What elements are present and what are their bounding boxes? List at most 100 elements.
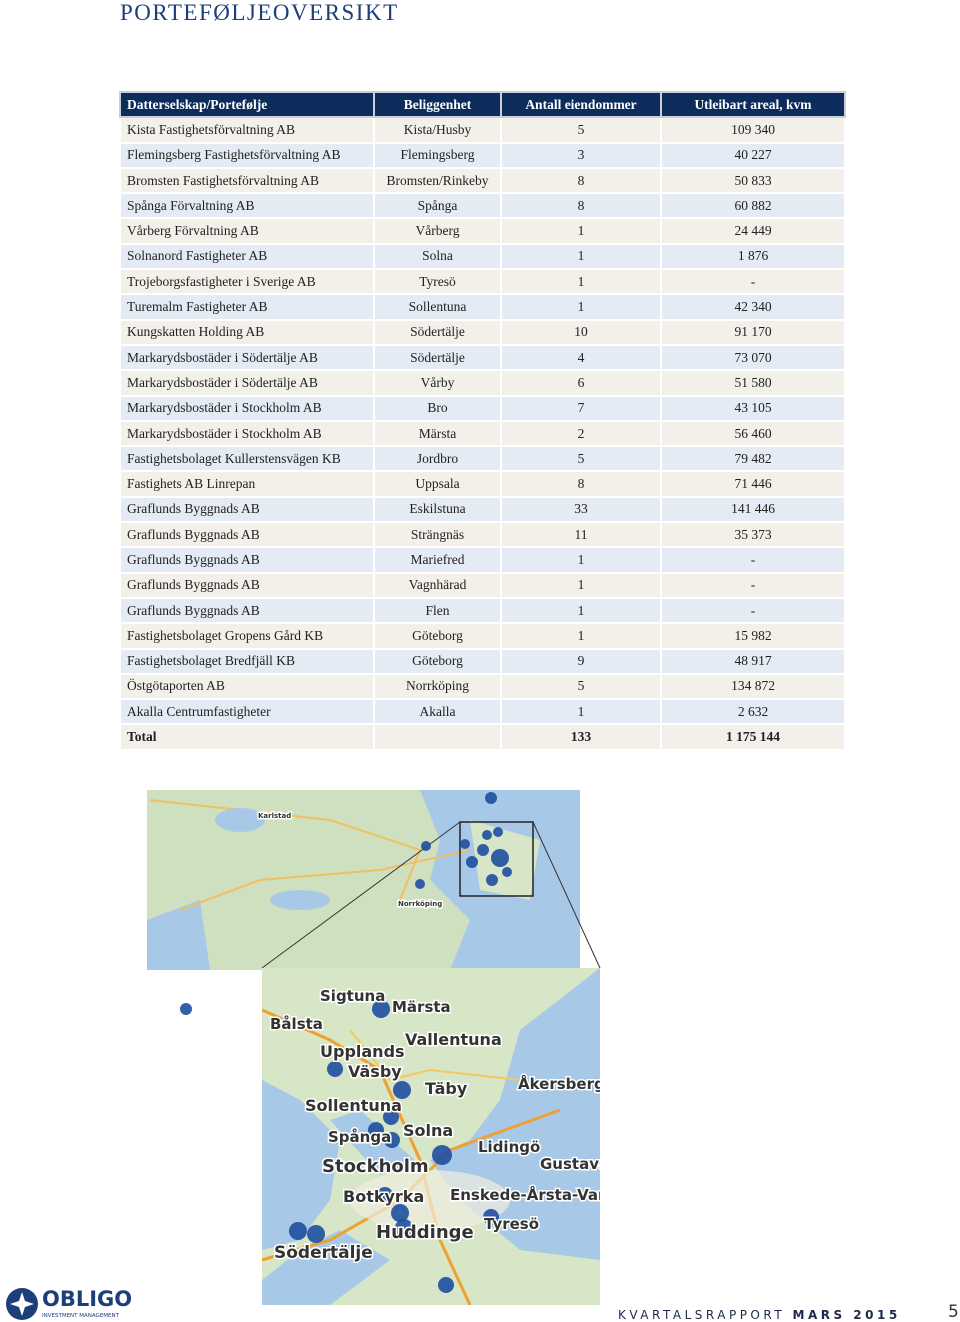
property-dot [384, 1132, 400, 1148]
map-label: Botkyrka [343, 1187, 424, 1206]
table-row: Graflunds Byggnads AB Eskilstuna 33 141 446 [119, 495, 846, 524]
column-header: Beliggenhet [373, 90, 502, 119]
table-cell: Markarydsbostäder i Södertälje AB [119, 343, 375, 372]
property-dot [502, 867, 512, 877]
table-cell: Bromsten Fastighetsförvaltning AB [119, 166, 375, 195]
table-cell: Eskilstuna [373, 495, 502, 524]
table-row: Total 133 1 175 144 [119, 723, 846, 751]
detail-map [262, 968, 600, 1305]
table-cell: 42 340 [660, 293, 846, 321]
table-row: Markarydsbostäder i Södertälje AB Södertä… [119, 343, 846, 372]
table-cell: Mariefred [373, 546, 502, 574]
table-cell: Södertälje [373, 343, 502, 372]
map-label: Täby [425, 1079, 468, 1098]
table-cell: Kista/Husby [373, 116, 502, 144]
property-dot [486, 874, 498, 886]
map-label: Vallentuna [405, 1030, 502, 1049]
map: Norrköping Göteborg Karlstad SigtunaMärs… [147, 790, 620, 1305]
property-dot [466, 856, 478, 868]
table-row: Fastighets AB Linrepan Uppsala 8 71 446 [119, 470, 846, 498]
table-cell: 79 482 [660, 445, 846, 473]
table-cell: Spånga Förvaltning AB [119, 192, 375, 220]
table-cell: - [660, 596, 846, 625]
table-row: Graflunds Byggnads AB Mariefred 1- [119, 546, 846, 574]
column-header: Antall eiendommer [500, 90, 662, 119]
table-cell: Östgötaporten AB [119, 672, 375, 701]
table-cell: Graflunds Byggnads AB [119, 546, 375, 574]
table-cell: Markarydsbostäder i Stockholm AB [119, 394, 375, 422]
property-dot [421, 841, 431, 851]
table-cell: Vårberg [373, 217, 502, 245]
property-dot [368, 1122, 384, 1138]
table-cell: Solnanord Fastigheter AB [119, 242, 375, 271]
table-cell: Tyresö [373, 268, 502, 296]
table-row: Spånga Förvaltning AB Spånga 8 60 882 [119, 192, 846, 220]
map-label: Åkersberga [518, 1074, 615, 1093]
table-cell: 71 446 [660, 470, 846, 498]
table-cell: 50 833 [660, 166, 846, 195]
table-row: Markarydsbostäder i Stockholm AB Märsta 2 5… [119, 419, 846, 448]
table-cell: 40 227 [660, 141, 846, 169]
table-cell: 134 872 [660, 672, 846, 701]
table-cell: 1 [500, 596, 662, 625]
table-cell: Markarydsbostäder i Stockholm AB [119, 419, 375, 448]
property-dot [180, 1003, 192, 1015]
footer: KVARTALSRAPPORT MARS 2015 [618, 1308, 901, 1322]
page-number: 5 [948, 1302, 959, 1322]
table-row: Kista Fastighetsförvaltning AB Kista/Husb… [119, 116, 846, 144]
map-label: Lidingö [478, 1138, 540, 1156]
table-cell: Kungskatten Holding AB [119, 318, 375, 346]
table-cell: Sollentuna [373, 293, 502, 321]
table-cell: 4 [500, 343, 662, 372]
table-cell: 35 373 [660, 521, 846, 549]
table-cell: 1 175 144 [660, 723, 846, 751]
table-cell: Akalla Centrumfastigheter [119, 698, 375, 726]
map-label: Enskede-Årsta-Vantör [450, 1185, 620, 1204]
table-cell: 9 [500, 647, 662, 675]
table-cell: 11 [500, 521, 662, 549]
table-cell: Bro [373, 394, 502, 422]
table-cell: 15 982 [660, 622, 846, 650]
table-cell: - [660, 268, 846, 296]
table-row: Akalla Centrumfastigheter Akalla 1 2 632 [119, 698, 846, 726]
table-cell: 1 [500, 698, 662, 726]
table-cell: 43 105 [660, 394, 846, 422]
table-cell [373, 723, 502, 751]
table-cell: 91 170 [660, 318, 846, 346]
property-dot [482, 830, 492, 840]
table-cell: Graflunds Byggnads AB [119, 596, 375, 625]
table-cell: Uppsala [373, 470, 502, 498]
table-cell: Vagnhärad [373, 571, 502, 599]
property-dot [438, 1277, 454, 1293]
property-dot [395, 1219, 413, 1237]
table-cell: 141 446 [660, 495, 846, 524]
property-dot [493, 827, 503, 837]
map-labels: Sigtuna Märsta Bålsta UpplandsVäsbyVallentu… [269, 986, 620, 1265]
table-cell: 109 340 [660, 116, 846, 144]
table-cell: 48 917 [660, 647, 846, 675]
table-row: Fastighetsbolaget Kullerstensvägen KB Jor… [119, 445, 846, 473]
property-dots [180, 792, 512, 1293]
table-row: Fastighetsbolaget Bredfjäll KB Göteborg 9 4… [119, 647, 846, 675]
table-cell: Göteborg [373, 647, 502, 675]
table-row: Östgötaporten AB Norrköping 5 134 872 [119, 672, 846, 701]
table-cell: 2 [500, 419, 662, 448]
table-cell: 10 [500, 318, 662, 346]
table-cell: Graflunds Byggnads AB [119, 521, 375, 549]
table-row: Vårberg Förvaltning AB Vårberg 1 24 449 [119, 217, 846, 245]
table-cell: Vårberg Förvaltning AB [119, 217, 375, 245]
table-cell: Vårby [373, 369, 502, 397]
property-dot [393, 1081, 411, 1099]
table-cell: - [660, 546, 846, 574]
property-dot [432, 1145, 452, 1165]
table-cell: 1 [500, 242, 662, 271]
table-cell: Fastighets AB Linrepan [119, 470, 375, 498]
table-cell: 1 [500, 268, 662, 296]
table-cell: 1 876 [660, 242, 846, 271]
inset-box [459, 821, 534, 897]
table-cell: 73 070 [660, 343, 846, 372]
table-cell: Fastighetsbolaget Kullerstensvägen KB [119, 445, 375, 473]
inset-line [532, 821, 601, 969]
table-cell: 5 [500, 116, 662, 144]
table-cell: 1 [500, 217, 662, 245]
